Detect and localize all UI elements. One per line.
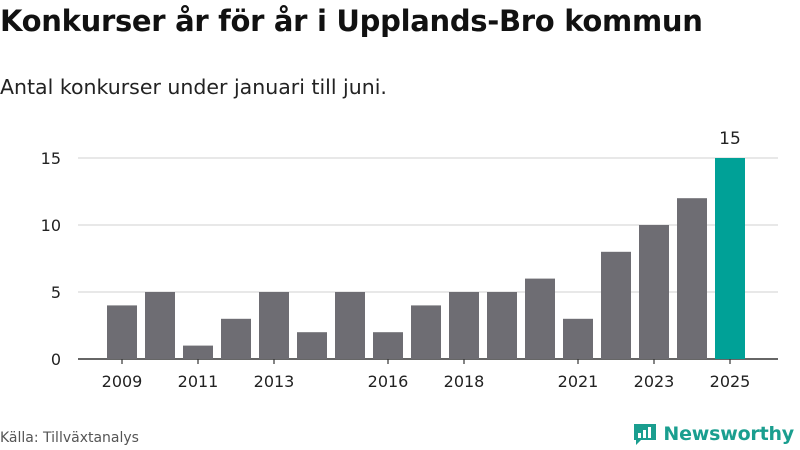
bar-2014 [297, 332, 327, 359]
x-tick-label: 2009 [102, 372, 143, 391]
x-tick-label: 2025 [710, 372, 751, 391]
y-tick-label: 15 [41, 149, 61, 168]
bar-2009 [107, 305, 137, 359]
x-tick-label: 2011 [178, 372, 219, 391]
x-tick-label: 2013 [254, 372, 295, 391]
bar-2017 [411, 305, 441, 359]
data-labels: 15 [719, 129, 741, 149]
x-tick-label: 2023 [634, 372, 675, 391]
bar-2013 [259, 292, 289, 359]
newsworthy-logo-icon [634, 424, 657, 445]
bar-2023 [639, 225, 669, 359]
y-tick-label: 5 [51, 283, 61, 302]
source-note: Källa: Tillväxtanalys [0, 430, 139, 446]
y-axis-ticks: 0 5 10 15 [41, 149, 61, 369]
bar-2022 [601, 251, 631, 359]
bar-2020 [525, 278, 555, 359]
bar-2025 [715, 158, 745, 359]
chart-title: Konkurser år för år i Upplands-Bro kommu… [0, 4, 703, 38]
x-tick-label: 2016 [368, 372, 409, 391]
x-tick-label: 2018 [444, 372, 485, 391]
bar-2024 [677, 198, 707, 359]
x-axis-ticks: 2009 2011 2013 2016 2018 2021 2023 2025 [102, 359, 751, 391]
bar-2015 [335, 292, 365, 359]
bar-2012 [221, 318, 251, 359]
bars [107, 158, 745, 359]
brand-name: Newsworthy [663, 423, 794, 445]
bar-2010 [145, 292, 175, 359]
bar-2021 [563, 318, 593, 359]
bar-2016 [373, 332, 403, 359]
chart-subtitle: Antal konkurser under januari till juni. [0, 75, 387, 99]
brand-logo: Newsworthy [632, 421, 794, 447]
bar-2019 [487, 292, 517, 359]
bar-2018 [449, 292, 479, 359]
y-tick-label: 10 [41, 216, 61, 235]
y-tick-label: 0 [51, 350, 61, 369]
x-tick-label: 2021 [558, 372, 599, 391]
bar-2011 [183, 345, 213, 359]
data-label-2025: 15 [719, 129, 741, 149]
